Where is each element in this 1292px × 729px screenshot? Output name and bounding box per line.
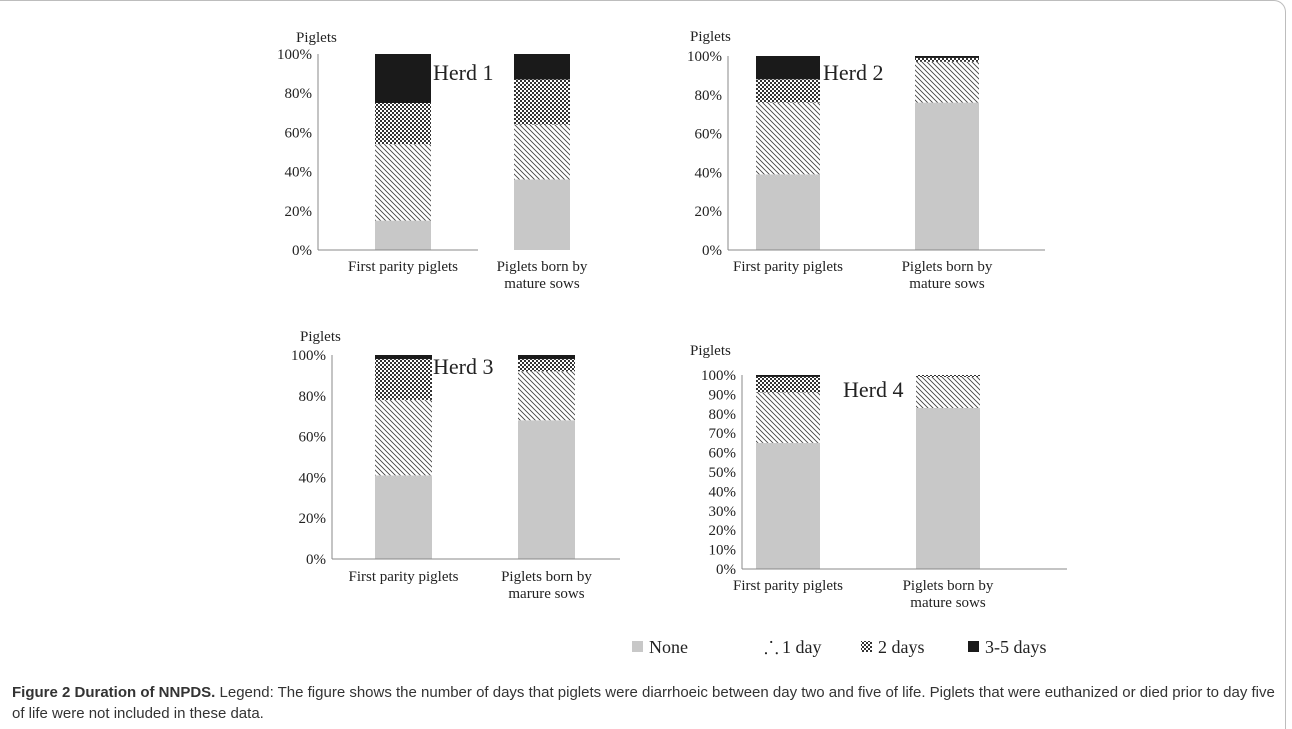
chart-panel-3: Piglets 0% 20% 40% 60% 80% 100% First parity pi…	[291, 329, 620, 602]
bar-segment-3-5-days	[756, 56, 820, 80]
y-tick-label: 40%	[299, 470, 327, 486]
legend-swatch	[632, 641, 643, 652]
bar-segment-none	[518, 420, 575, 559]
bar-segment-none	[514, 179, 570, 250]
y-tick-label: 100%	[277, 47, 312, 63]
y-tick-label: 80%	[695, 88, 723, 104]
y-axis-label: Piglets	[300, 329, 341, 345]
bar-segment-none	[915, 102, 979, 250]
chart-panel-2: Piglets 0% 20% 40% 60% 80% 100% First parity pi…	[687, 29, 1045, 292]
y-tick-label: 50%	[709, 465, 737, 481]
bar-segment-3-5-days	[514, 54, 570, 80]
legend-swatch	[968, 641, 979, 652]
bar-segment-none	[916, 407, 980, 569]
y-tick-label: 80%	[285, 86, 313, 102]
y-tick-label: 20%	[299, 511, 327, 527]
bar-segment-1-day	[514, 124, 570, 180]
y-axis-label: Piglets	[296, 30, 337, 46]
bar-segment-none	[375, 220, 431, 250]
herd-annotation: Herd 1	[433, 60, 493, 85]
y-tick-label: 0%	[702, 243, 722, 259]
y-tick-label: 40%	[709, 484, 737, 500]
x-category-label: First parity piglets	[733, 578, 843, 594]
bar-segment-1-day	[375, 399, 432, 476]
y-axis-label: Piglets	[690, 343, 731, 359]
bar-segment-2-days	[514, 79, 570, 125]
bar-segment-1-day	[915, 61, 979, 103]
x-category-label: Piglets born by marure sows	[501, 569, 592, 602]
legend-swatch: ⸫	[764, 638, 779, 658]
herd-annotation: Herd 4	[843, 377, 903, 402]
legend-swatch	[861, 641, 872, 652]
y-tick-label: 100%	[687, 49, 722, 65]
bar-segment-1-day	[756, 392, 820, 443]
figure-caption: Figure 2 Duration of NNPDS. Legend: The …	[12, 682, 1277, 724]
legend-label: None	[649, 637, 688, 657]
caption-lead: Figure 2 Duration of NNPDS.	[12, 684, 216, 701]
x-category-label: Piglets born by mature sows	[902, 259, 993, 292]
x-category-label: Piglets born by mature sows	[497, 259, 588, 292]
y-tick-label: 90%	[709, 387, 737, 403]
y-tick-label: 20%	[285, 204, 313, 220]
bar-segment-1-day	[375, 144, 431, 221]
x-category-label: First parity piglets	[348, 259, 458, 275]
bar-segment-3-5-days	[518, 355, 575, 360]
legend-item-1-day: ⸫ 1 day	[764, 637, 822, 658]
legend: None ⸫ 1 day 2 days 3-5 days	[632, 637, 1047, 658]
legend-item-3-5-days: 3-5 days	[968, 637, 1047, 657]
chart-panel-4: Piglets 0% 10% 20% 30% 40% 50% 60% 70% 80% 90% 100%…	[690, 343, 1067, 611]
y-tick-label: 60%	[709, 446, 737, 462]
legend-item-2-days: 2 days	[861, 637, 925, 657]
bar-segment-3-5-days	[375, 54, 431, 103]
bar-segment-3-5-days	[375, 355, 432, 360]
bar-segment-2-days	[915, 57, 979, 62]
legend-label: 2 days	[878, 637, 925, 657]
y-tick-label: 60%	[695, 127, 723, 143]
y-axis-label: Piglets	[690, 29, 731, 45]
bar-segment-2-days	[756, 79, 820, 103]
y-tick-label: 20%	[695, 204, 723, 220]
bar-segment-1-day	[756, 102, 820, 175]
y-tick-label: 60%	[285, 125, 313, 141]
bar-segment-2-days	[916, 375, 980, 377]
bar-segment-2-days	[756, 376, 820, 393]
bar-segment-3-5-days	[756, 375, 820, 377]
x-category-label: First parity piglets	[349, 569, 459, 585]
y-tick-label: 0%	[716, 562, 736, 578]
bar-segment-none	[756, 174, 820, 250]
bar-segment-2-days	[518, 359, 575, 372]
bar-segment-2-days	[375, 103, 431, 145]
y-tick-label: 70%	[709, 426, 737, 442]
y-tick-label: 0%	[306, 552, 326, 568]
y-tick-label: 30%	[709, 504, 737, 520]
y-tick-label: 100%	[701, 368, 736, 384]
y-tick-label: 40%	[695, 165, 723, 181]
bar-segment-3-5-days	[915, 56, 979, 58]
y-tick-label: 20%	[709, 523, 737, 539]
y-tick-label: 80%	[709, 407, 737, 423]
x-category-label: First parity piglets	[733, 259, 843, 275]
y-tick-label: 60%	[299, 430, 327, 446]
legend-label: 1 day	[782, 637, 822, 657]
x-category-label: Piglets born by mature sows	[903, 578, 994, 611]
bar-segment-1-day	[916, 376, 980, 408]
legend-label: 3-5 days	[985, 637, 1047, 657]
caption-text: Legend: The figure shows the number of d…	[12, 684, 1275, 722]
y-tick-label: 0%	[292, 243, 312, 259]
chart-panel-1: Piglets 0% 20% 40% 60% 80% 100% First parity pi…	[277, 30, 588, 292]
bar-segment-2-days	[375, 359, 432, 400]
y-tick-label: 40%	[285, 165, 313, 181]
bar-segment-none	[756, 442, 820, 569]
y-tick-label: 100%	[291, 348, 326, 364]
bar-segment-1-day	[518, 371, 575, 421]
legend-item-none: None	[632, 637, 688, 657]
y-tick-label: 10%	[709, 543, 737, 559]
y-tick-label: 80%	[299, 389, 327, 405]
figure-panels: Piglets 0% 20% 40% 60% 80% 100% First parity pi…	[277, 29, 1067, 658]
herd-annotation: Herd 2	[823, 60, 883, 85]
herd-annotation: Herd 3	[433, 354, 493, 379]
bar-segment-none	[375, 475, 432, 559]
